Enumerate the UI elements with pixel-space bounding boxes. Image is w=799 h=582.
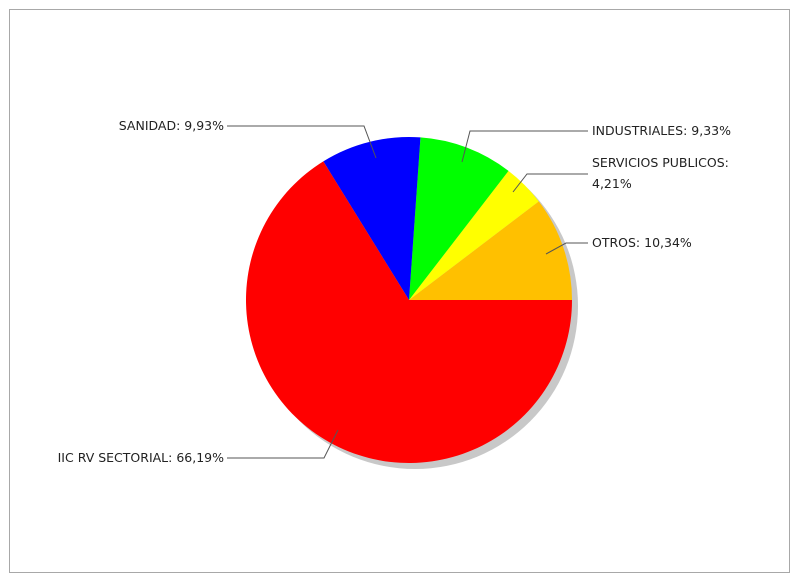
pie-slices — [246, 136, 573, 463]
label-industriales: INDUSTRIALES: 9,33% — [592, 123, 731, 138]
pie-slice-sanidad — [323, 136, 421, 300]
leader-industriales — [461, 130, 588, 163]
label-iic-rv-sectorial: IIC RV SECTORIAL: 66,19% — [58, 450, 224, 465]
pie-slice-industriales — [409, 137, 509, 300]
label-otros: OTROS: 10,34% — [592, 235, 692, 250]
leader-iic-rv-sectorial — [227, 429, 339, 459]
leader-sanidad — [227, 125, 377, 159]
label-servicios-publicos-line1: SERVICIOS PUBLICOS: — [592, 155, 729, 170]
label-sanidad: SANIDAD: 9,93% — [119, 118, 224, 133]
pie-slice-iic-rv-sectorial — [246, 161, 573, 463]
leader-servicios-publicos — [512, 173, 588, 193]
pie-slice-servicios-publicos — [409, 170, 539, 300]
pie-slice-otros — [409, 201, 572, 300]
leader-otros — [545, 242, 588, 255]
label-servicios-publicos-line2: 4,21% — [592, 176, 632, 191]
